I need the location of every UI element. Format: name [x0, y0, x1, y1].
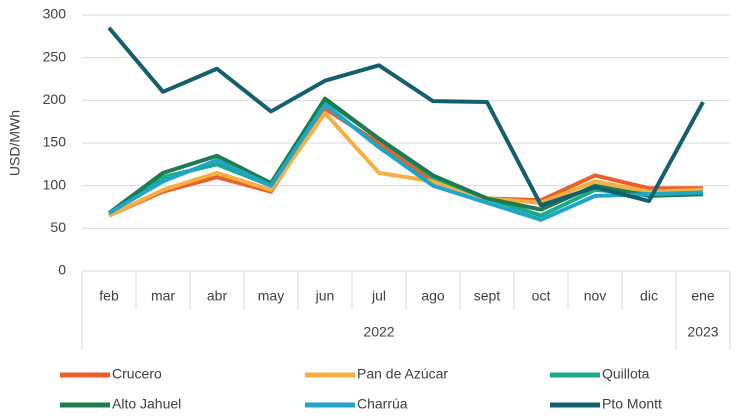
y-tick-label: 0 — [58, 262, 66, 278]
y-tick-label: 50 — [50, 219, 66, 235]
x-group-label: 2022 — [363, 324, 394, 340]
x-group-label: 2023 — [687, 324, 718, 340]
legend-label: Alto Jahuel — [112, 396, 181, 412]
y-tick-label: 300 — [43, 6, 67, 22]
legend-label: Quillota — [602, 366, 650, 382]
legend-label: Charrúa — [357, 396, 408, 412]
legend-label: Crucero — [112, 366, 162, 382]
series-line — [107, 102, 704, 222]
x-tick-label: sept — [474, 288, 501, 304]
y-tick-label: 150 — [43, 134, 67, 150]
x-tick-label: jul — [371, 288, 386, 304]
y-tick-label: 250 — [43, 48, 67, 64]
series-line — [108, 106, 703, 218]
series-line — [107, 96, 704, 215]
x-tick-label: abr — [207, 288, 228, 304]
y-tick-label: 100 — [43, 176, 67, 192]
legend-label: Pto Montt — [602, 396, 662, 412]
x-tick-label: nov — [584, 288, 607, 304]
x-tick-label: ago — [421, 288, 445, 304]
x-tick-label: oct — [532, 288, 551, 304]
x-tick-label: feb — [99, 288, 119, 304]
x-tick-label: jun — [315, 288, 335, 304]
x-tick-label: ene — [691, 288, 715, 304]
x-tick-label: may — [258, 288, 284, 304]
x-tick-label: mar — [151, 288, 175, 304]
series-line — [108, 111, 704, 218]
series-line — [107, 26, 705, 208]
y-tick-label: 200 — [43, 91, 67, 107]
y-axis-label: USD/MWh — [7, 110, 23, 176]
legend-label: Pan de Azúcar — [357, 366, 448, 382]
x-tick-label: dic — [640, 288, 658, 304]
